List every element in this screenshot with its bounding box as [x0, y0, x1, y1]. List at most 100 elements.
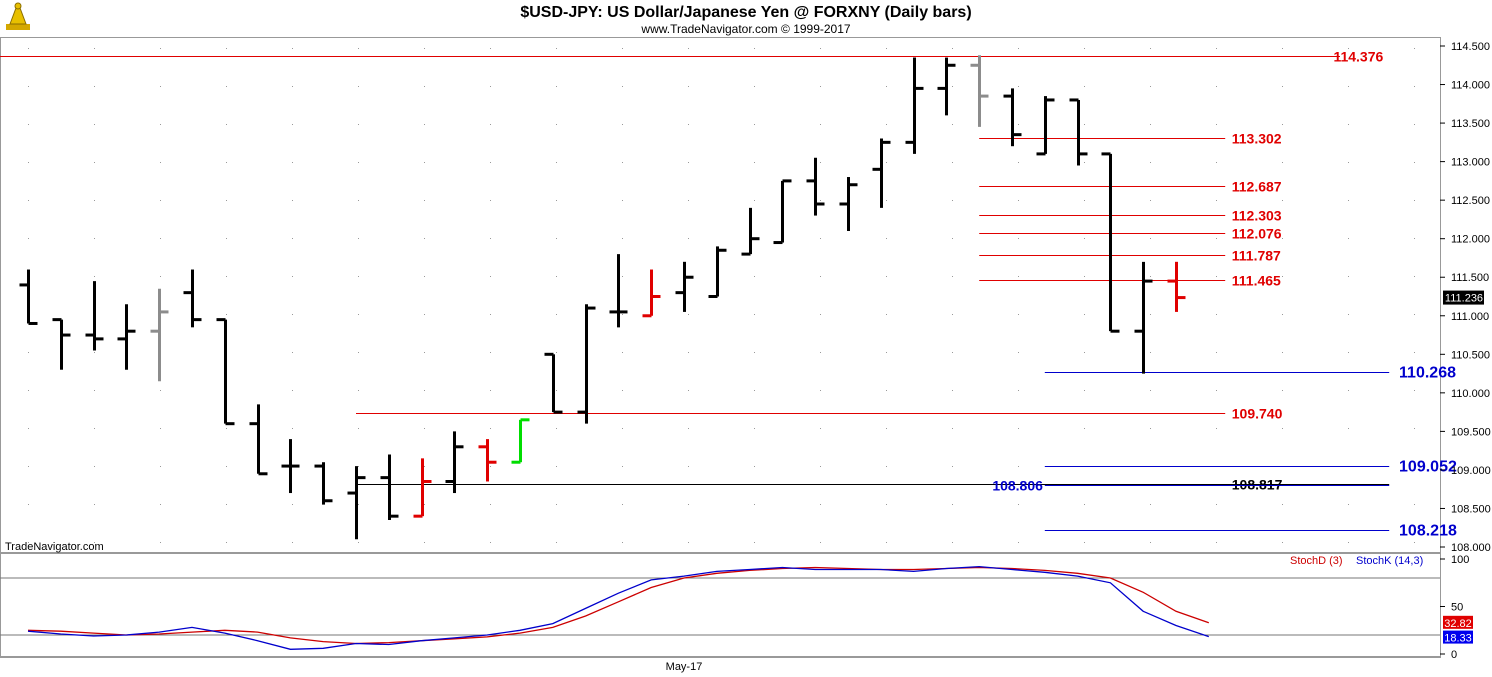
grid-dot — [490, 238, 491, 239]
grid-dot — [820, 314, 821, 315]
grid-dot — [886, 352, 887, 353]
grid-dot — [1348, 200, 1349, 201]
grid-dot — [1414, 390, 1415, 391]
grid-dot — [1348, 542, 1349, 543]
grid-dot — [820, 390, 821, 391]
grid-dot — [754, 86, 755, 87]
ohlc-bar — [413, 458, 432, 518]
grid-dot — [490, 48, 491, 49]
y-tick-label: 111.500 — [1451, 272, 1489, 284]
grid-dot — [952, 48, 953, 49]
grid-dot — [1150, 86, 1151, 87]
grid-dot — [622, 276, 623, 277]
grid-dot — [1018, 314, 1019, 315]
grid-dot — [292, 504, 293, 505]
grid-dot — [226, 542, 227, 543]
grid-dot — [1084, 124, 1085, 125]
grid-dot — [754, 504, 755, 505]
grid-dot — [1282, 352, 1283, 353]
grid-dot — [1084, 428, 1085, 429]
grid-dot — [688, 466, 689, 467]
ohlc-bar — [675, 261, 694, 312]
grid-dot — [358, 48, 359, 49]
grid-dot — [28, 238, 29, 239]
grid-dot — [754, 162, 755, 163]
ohlc-bar — [806, 157, 825, 216]
grid-dot — [28, 428, 29, 429]
grid-dot — [622, 390, 623, 391]
grid-dot — [952, 314, 953, 315]
grid-dot — [490, 314, 491, 315]
grid-dot — [1018, 48, 1019, 49]
grid-dot — [424, 276, 425, 277]
grid-dot — [1216, 504, 1217, 505]
grid-dot — [1282, 542, 1283, 543]
grid-dot — [952, 86, 953, 87]
grid-dot — [160, 276, 161, 277]
grid-dot — [556, 48, 557, 49]
grid-dot — [94, 390, 95, 391]
grid-dot — [820, 466, 821, 467]
logo-icon — [6, 2, 30, 30]
grid-dot — [1282, 200, 1283, 201]
y-tick-label: 114.000 — [1451, 80, 1490, 92]
grid-dot — [490, 124, 491, 125]
grid-dot — [1216, 48, 1217, 49]
grid-dot — [886, 390, 887, 391]
grid-dot — [754, 276, 755, 277]
grid-dot — [1414, 86, 1415, 87]
grid-dot — [1414, 276, 1415, 277]
level-label: 112.687 — [1232, 179, 1282, 195]
grid-dot — [358, 542, 359, 543]
ohlc-bar — [905, 57, 924, 154]
grid-dot — [160, 48, 161, 49]
level-label: 112.303 — [1232, 208, 1282, 224]
grid-dot — [160, 200, 161, 201]
grid-dot — [820, 86, 821, 87]
grid-dot — [1216, 238, 1217, 239]
grid-dot — [556, 124, 557, 125]
svg-text:111.236: 111.236 — [1445, 293, 1483, 305]
grid-dot — [292, 238, 293, 239]
grid-dot — [292, 314, 293, 315]
stoch-k-marker — [1443, 630, 1473, 644]
grid-dot — [622, 124, 623, 125]
grid-dot — [292, 86, 293, 87]
grid-dot — [358, 466, 359, 467]
chart-title: $USD-JPY: US Dollar/Japanese Yen @ FORXN… — [520, 4, 971, 21]
grid-dot — [160, 504, 161, 505]
grid-dot — [754, 314, 755, 315]
grid-dot — [622, 314, 623, 315]
grid-dot — [820, 238, 821, 239]
grid-dot — [94, 162, 95, 163]
grid-dot — [1414, 542, 1415, 543]
grid-dot — [952, 428, 953, 429]
y-tick-label: 110.000 — [1451, 388, 1490, 400]
grid-dot — [754, 200, 755, 201]
grid-dot — [1150, 124, 1151, 125]
grid-dot — [226, 124, 227, 125]
grid-dot — [490, 276, 491, 277]
grid-dot — [226, 466, 227, 467]
grid-dots — [28, 48, 1415, 543]
grid-dot — [1150, 542, 1151, 543]
grid-dot — [424, 124, 425, 125]
grid-dot — [1216, 200, 1217, 201]
grid-dot — [226, 200, 227, 201]
grid-dot — [292, 124, 293, 125]
grid-dot — [886, 86, 887, 87]
grid-dot — [490, 162, 491, 163]
grid-dot — [160, 466, 161, 467]
grid-dot — [1084, 390, 1085, 391]
level-label: 111.787 — [1232, 248, 1281, 264]
stoch-k-line — [27, 565, 1210, 650]
grid-dot — [424, 162, 425, 163]
grid-dot — [490, 504, 491, 505]
grid-dot — [1414, 124, 1415, 125]
grid-dot — [622, 352, 623, 353]
grid-dot — [226, 504, 227, 505]
grid-dot — [490, 542, 491, 543]
level-label: 108.817 — [1232, 477, 1283, 493]
ohlc-bar — [1003, 88, 1022, 147]
grid-dot — [1216, 352, 1217, 353]
